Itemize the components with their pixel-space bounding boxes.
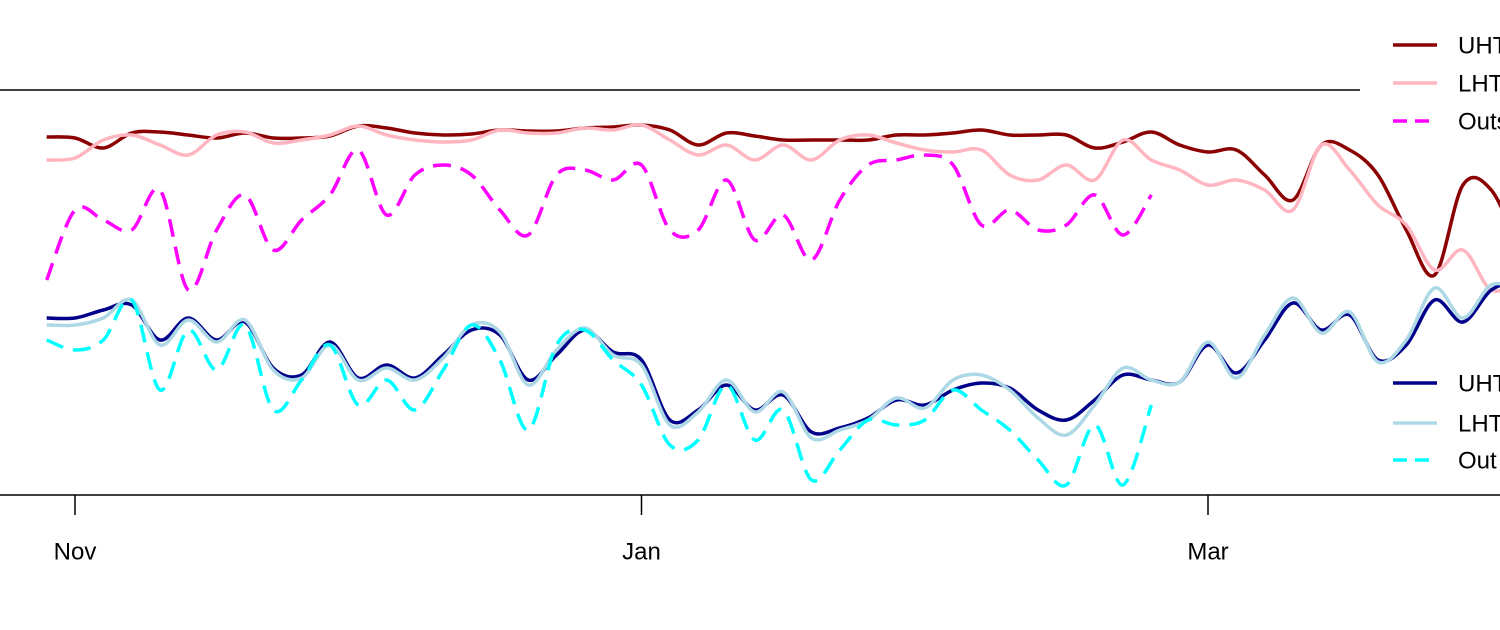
series-line bbox=[45, 148, 1153, 293]
legend-label: Outs bbox=[1458, 108, 1500, 135]
series-line bbox=[46, 281, 1500, 442]
x-tick-label: Nov bbox=[54, 538, 97, 565]
legend-label: LHT bbox=[1458, 70, 1500, 97]
series-line bbox=[46, 297, 1154, 488]
series-line bbox=[46, 283, 1500, 436]
legend-label: UHT bbox=[1458, 32, 1500, 59]
legend-label: LHT bbox=[1458, 410, 1500, 437]
series-line bbox=[46, 122, 1500, 293]
legend-label: UHT bbox=[1458, 370, 1500, 397]
series-line bbox=[46, 123, 1500, 278]
legend-label: Out bbox=[1458, 447, 1497, 474]
x-tick-label: Mar bbox=[1187, 538, 1228, 565]
x-tick-label: Jan bbox=[622, 538, 661, 565]
